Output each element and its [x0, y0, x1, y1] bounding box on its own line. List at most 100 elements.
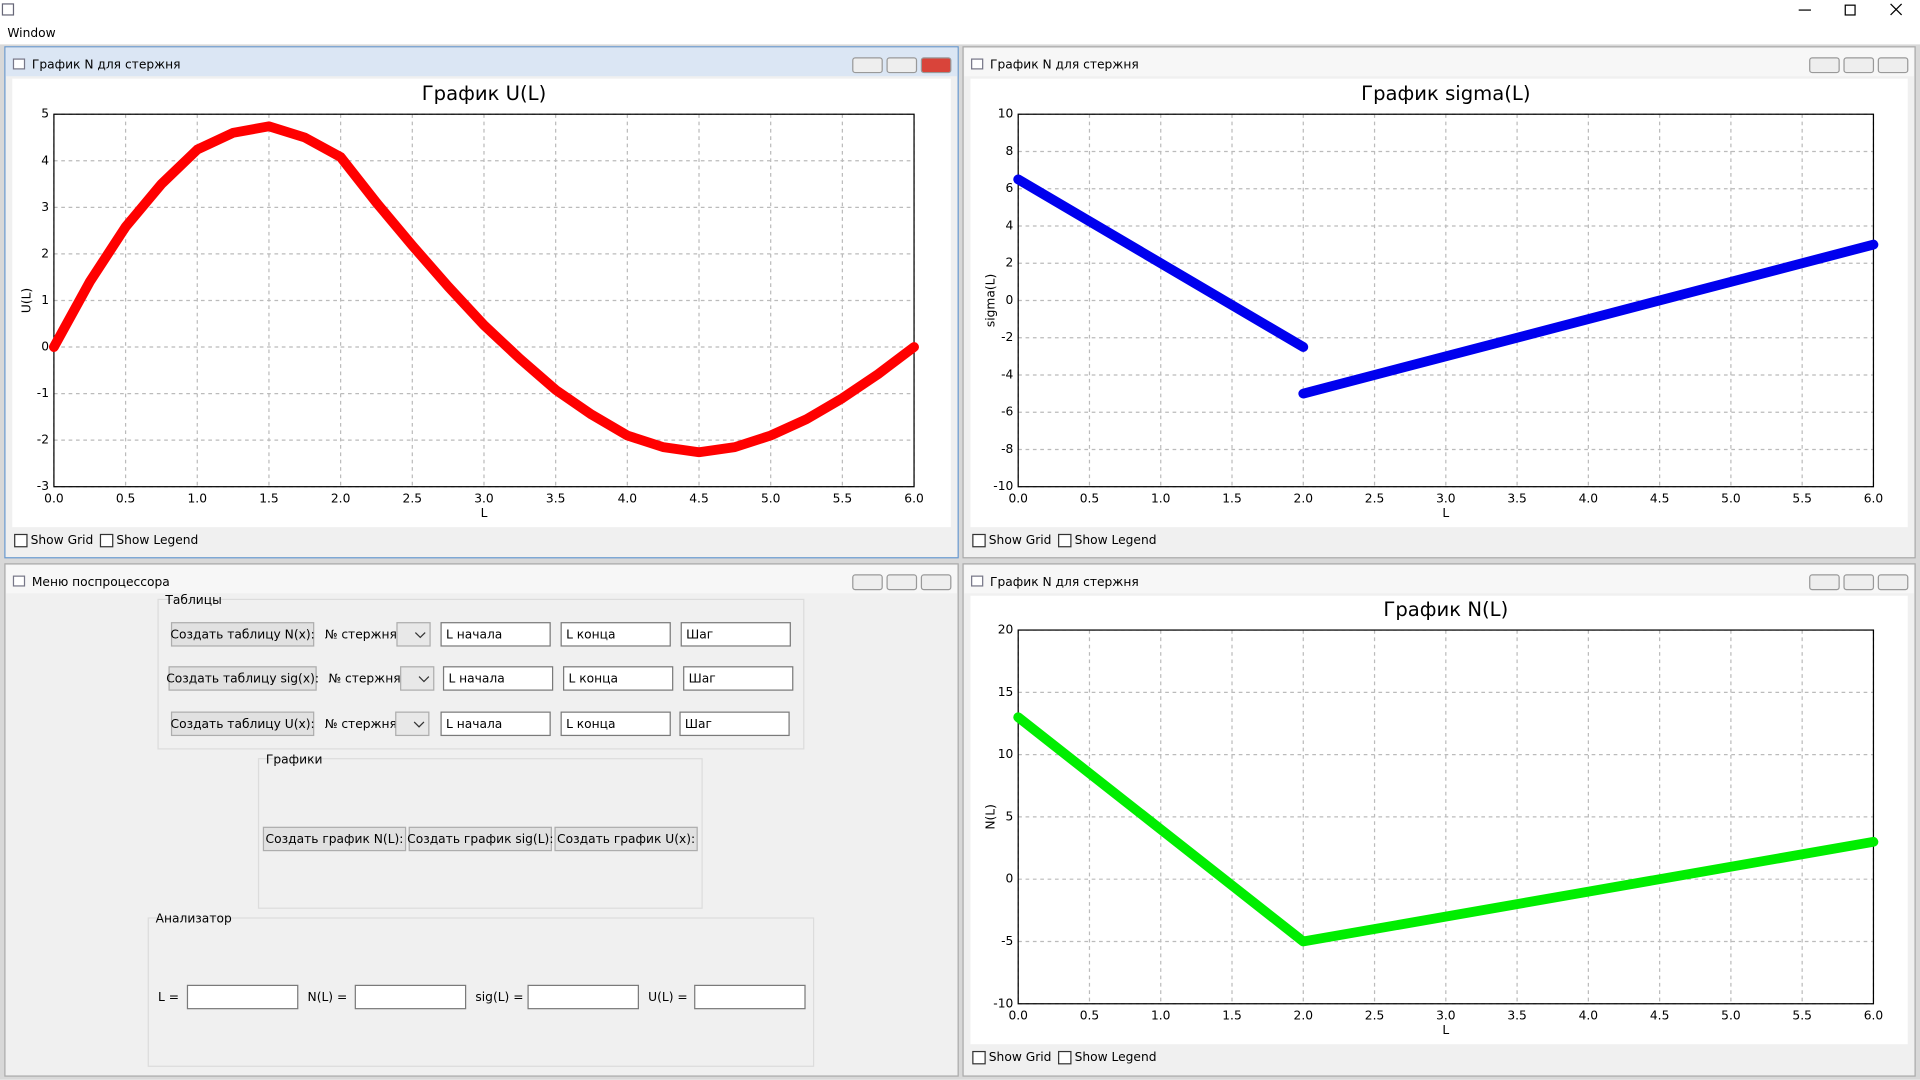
x-tick-label: 3.5 [1507, 1009, 1526, 1023]
checkbox[interactable] [1058, 1050, 1072, 1065]
x-tick-label: 6.0 [1864, 1009, 1883, 1023]
x-tick-label: 4.5 [689, 491, 708, 505]
window-maximize[interactable] [886, 57, 918, 74]
window-maximize[interactable] [886, 574, 918, 591]
y-tick-label: 3 [41, 200, 49, 214]
x-tick-label: 5.5 [1792, 1009, 1811, 1023]
window-maximize[interactable] [1843, 574, 1875, 591]
text-input[interactable] [683, 666, 794, 691]
text-input[interactable] [560, 622, 671, 647]
x-tick-label: 0.0 [44, 491, 63, 505]
text-input[interactable] [527, 984, 639, 1010]
window-titlebar [6, 565, 957, 594]
combo-box[interactable] [396, 622, 431, 647]
y-tick-label: 10 [998, 747, 1014, 761]
button[interactable] [262, 826, 407, 852]
checkbox[interactable] [14, 533, 28, 548]
button-label: Создать график sig(L): [407, 832, 553, 846]
y-tick-label: -3 [37, 479, 49, 493]
text-input[interactable] [560, 711, 671, 737]
y-tick-label: 8 [1006, 144, 1014, 158]
window-minimize[interactable] [1809, 574, 1840, 591]
combo-box[interactable] [400, 666, 435, 691]
text-input[interactable] [563, 666, 674, 691]
y-tick-label: 6 [1006, 181, 1014, 195]
checkbox[interactable] [99, 533, 114, 548]
checkbox-label: Show Legend [116, 533, 198, 547]
x-tick-label: 4.5 [1650, 1009, 1669, 1023]
group-box [257, 758, 703, 909]
y-tick-label: 0 [1006, 872, 1014, 886]
group-title: Таблицы [164, 593, 221, 607]
close-button[interactable] [1890, 3, 1903, 16]
rod-label: № стержня [325, 717, 397, 731]
analyzer-label: N(L) = [308, 990, 348, 1004]
y-tick-label: -10 [993, 996, 1013, 1010]
button[interactable] [170, 711, 315, 737]
x-tick-label: 1.5 [1222, 1009, 1241, 1023]
text-input[interactable] [186, 984, 299, 1010]
button[interactable] [170, 622, 315, 647]
x-tick-label: 0.5 [116, 491, 135, 505]
y-tick-label: 1 [41, 293, 49, 307]
chart-title: График sigma(L) [1361, 82, 1530, 105]
button[interactable] [408, 826, 552, 852]
text-input[interactable] [694, 984, 806, 1010]
x-tick-label: 4.0 [618, 491, 637, 505]
x-tick-label: 1.5 [259, 491, 278, 505]
window-titlebar [964, 565, 1914, 594]
input-placeholder: L начала [446, 717, 502, 731]
checkbox-label: Show Legend [1075, 1050, 1157, 1064]
y-tick-label: -8 [1001, 442, 1013, 456]
x-tick-label: 4.5 [1650, 491, 1669, 505]
window-close[interactable] [1877, 574, 1909, 591]
button[interactable] [168, 666, 317, 691]
window-maximize[interactable] [1843, 57, 1875, 74]
window-title: График N для стержня [32, 58, 181, 72]
text-input[interactable] [680, 622, 791, 647]
window-minimize[interactable] [852, 574, 883, 591]
y-tick-label: 0 [1006, 293, 1014, 307]
y-tick-label: -6 [1001, 405, 1013, 419]
x-axis-label: L [481, 506, 488, 520]
y-tick-label: 4 [41, 153, 49, 167]
text-input[interactable] [440, 711, 551, 737]
checkbox-label: Show Grid [31, 533, 94, 547]
analyzer-label: L = [158, 990, 179, 1004]
button-label: Создать график N(L): [266, 832, 404, 846]
data-line [49, 121, 919, 458]
x-tick-label: 0.5 [1080, 1009, 1099, 1023]
x-tick-label: 2.0 [1294, 1009, 1313, 1023]
x-tick-label: 6.0 [1864, 491, 1883, 505]
x-tick-label: 2.5 [1365, 491, 1384, 505]
restore-button[interactable] [1844, 4, 1856, 16]
text-input[interactable] [440, 622, 551, 647]
window-minimize[interactable] [1809, 57, 1840, 74]
window-close[interactable] [920, 57, 952, 74]
button[interactable] [554, 826, 698, 852]
combo-box[interactable] [395, 711, 430, 737]
checkbox[interactable] [972, 1050, 986, 1065]
input-placeholder: L начала [446, 627, 502, 641]
checkbox[interactable] [1058, 533, 1072, 548]
group-box [157, 598, 805, 750]
app-icon [1, 3, 15, 16]
y-tick-label: -1 [37, 386, 49, 400]
x-tick-label: 4.0 [1579, 491, 1598, 505]
checkbox[interactable] [972, 533, 986, 548]
text-input[interactable] [354, 984, 467, 1010]
x-tick-label: 3.5 [546, 491, 565, 505]
text-input[interactable] [679, 711, 790, 737]
y-axis-label: N(L) [984, 804, 998, 830]
window-minimize[interactable] [852, 57, 883, 74]
y-axis-label: sigma(L) [984, 274, 998, 327]
window-title: График N для стержня [990, 58, 1139, 72]
window-close[interactable] [920, 574, 952, 591]
input-placeholder: L конца [566, 717, 615, 731]
window-close[interactable] [1877, 57, 1909, 74]
y-tick-label: 20 [998, 623, 1014, 637]
y-tick-label: 2 [41, 246, 49, 260]
y-tick-label: -5 [1001, 934, 1013, 948]
y-tick-label: 5 [41, 107, 49, 121]
text-input[interactable] [442, 666, 554, 691]
